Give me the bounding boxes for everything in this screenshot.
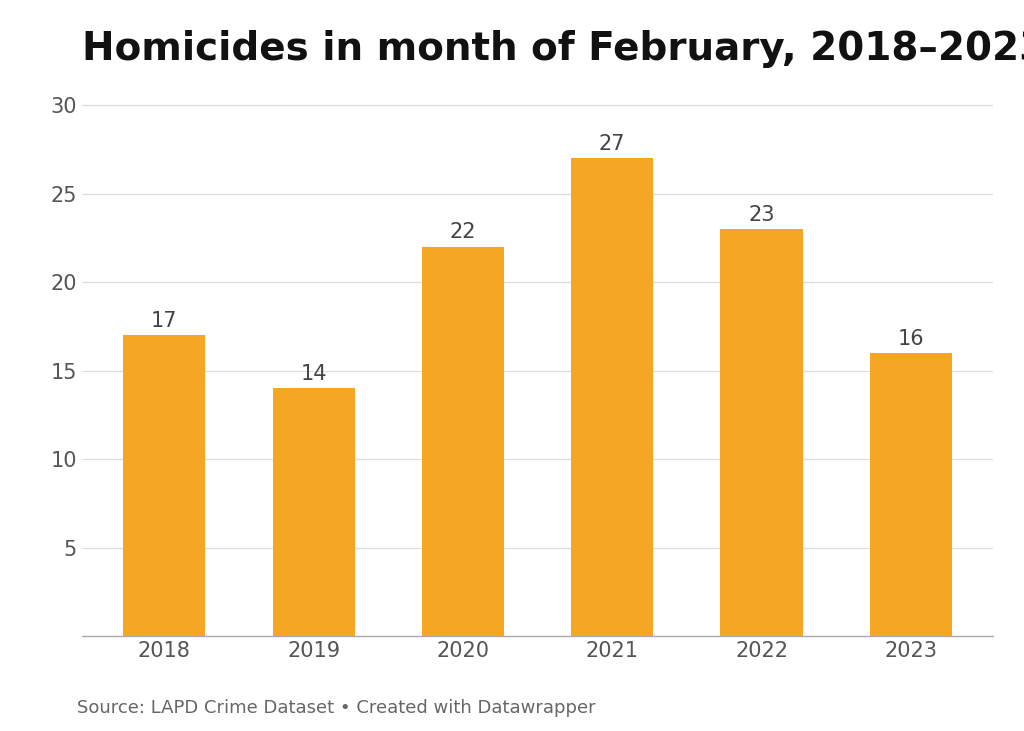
- Text: 14: 14: [300, 364, 327, 384]
- Bar: [422, 247, 504, 636]
- Bar: [721, 230, 803, 636]
- Text: 17: 17: [152, 311, 177, 331]
- Text: Homicides in month of February, 2018–2023: Homicides in month of February, 2018–202…: [82, 30, 1024, 68]
- Text: 27: 27: [599, 134, 626, 154]
- Text: 22: 22: [450, 222, 476, 243]
- Text: 23: 23: [749, 205, 775, 225]
- Bar: [123, 336, 206, 636]
- Bar: [571, 159, 653, 636]
- Text: Source: LAPD Crime Dataset • Created with Datawrapper: Source: LAPD Crime Dataset • Created wit…: [77, 699, 595, 716]
- Bar: [869, 353, 952, 636]
- Bar: [272, 388, 354, 636]
- Text: 16: 16: [897, 328, 924, 349]
